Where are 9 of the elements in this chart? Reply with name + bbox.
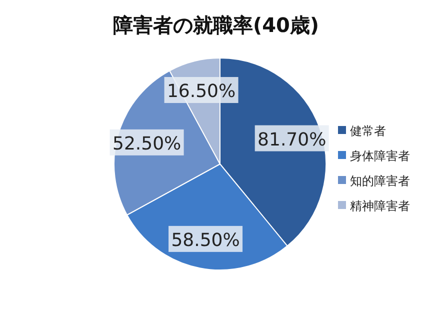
legend-label: 精神障害者 (350, 199, 410, 213)
data-label: 52.50% (112, 133, 182, 154)
chart-title: 障害者の就職率(40歳) (112, 13, 320, 37)
data-label: 58.50% (171, 230, 240, 251)
data-label: 16.50% (166, 81, 236, 102)
data-label: 81.70% (258, 129, 326, 150)
legend-label: 身体障害者 (350, 149, 410, 163)
legend-label: 健常者 (350, 124, 386, 138)
legend-label: 知的障害者 (350, 174, 410, 188)
